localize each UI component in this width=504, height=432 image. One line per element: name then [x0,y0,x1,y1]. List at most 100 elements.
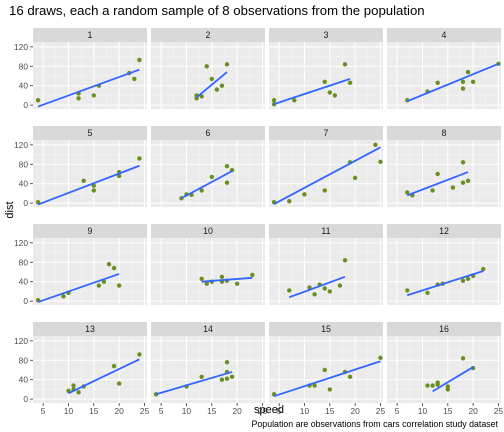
panel-background [151,336,265,403]
data-point [271,98,277,103]
facet-strip-label: 11 [321,226,330,236]
facet-panel: 13 0 40 80 120 5 10 15 20 25 [14,322,149,416]
data-point [81,178,86,183]
data-point [224,180,230,185]
x-tick-label: 20 [114,406,124,416]
panel-background [33,238,147,305]
data-point [342,258,348,263]
x-tick-label: 25 [494,406,504,416]
x-tick-label: 20 [468,406,478,416]
x-tick-label: 20 [232,406,242,416]
facet-strip-label: 16 [439,324,449,334]
data-point [219,83,225,88]
x-tick-label: 5 [395,406,400,416]
regression-line [288,275,346,299]
data-point [465,276,471,281]
panel-background [33,140,147,207]
data-point [224,164,230,169]
data-point [61,294,66,299]
regression-line [406,171,469,197]
facet-panel: 9 0 40 80 120 [14,224,147,306]
facet-strip [269,224,383,238]
facet-strip [33,224,147,238]
y-axis-title: dist [4,201,16,218]
x-tick-label: 25 [376,406,386,416]
panel-background [151,42,265,109]
facet-panel: 3 [269,28,383,109]
y-tick-label: 120 [14,336,28,346]
panel-background [387,238,501,305]
data-point [111,363,117,369]
data-point [204,64,209,69]
regression-line [68,358,140,395]
data-point [460,160,466,165]
panel-background [269,42,383,109]
data-point [96,283,102,288]
data-point [199,94,204,99]
facet-strip [269,28,383,42]
x-tick-label: 10 [182,406,192,416]
data-point [327,289,332,294]
facet-strip [387,126,501,140]
data-point [460,278,466,283]
panel-background [151,238,265,305]
y-tick-label: 80 [19,355,29,365]
data-point [430,383,435,388]
x-tick-label: 20 [350,406,360,416]
data-point [209,76,214,82]
data-point [322,188,327,193]
panel-background [387,42,501,109]
data-point [101,279,107,284]
regression-line [180,170,233,200]
facet-strip-label: 7 [324,128,329,138]
data-point [287,198,292,204]
data-point [322,286,327,291]
y-tick-label: 40 [19,179,29,189]
facet-panel: 5 0 40 80 120 [14,126,147,208]
x-tick-label: 10 [64,406,74,416]
data-point [450,185,456,190]
regression-line [406,63,499,103]
facet-panel: 7 [269,126,383,207]
data-point [287,288,292,293]
data-point [292,98,297,103]
data-point [327,90,332,95]
facet-strip-label: 12 [439,226,449,236]
data-point [460,79,466,85]
data-point [352,175,358,181]
panel-background [33,336,147,403]
facet-panel: 8 [387,126,501,207]
facet-strip [151,322,265,336]
y-tick-label: 120 [14,238,28,248]
data-point [405,190,410,195]
regression-line [37,68,140,108]
facet-panel: 1 0 40 80 120 [14,28,147,110]
y-tick-label: 120 [14,42,28,52]
data-point [302,192,307,197]
data-point [425,290,430,296]
data-point [137,57,142,63]
regression-line [273,78,351,105]
facet-strip [33,322,147,336]
facet-panel: 10 [151,224,265,305]
x-axis-title: speed [254,404,284,416]
panel-background [387,336,501,403]
y-tick-label: 40 [19,81,29,91]
regression-line [432,366,474,393]
data-point [430,188,435,193]
data-point [327,387,332,392]
data-point [76,390,81,395]
data-point [224,62,230,67]
regression-line [155,371,233,396]
x-tick-label: 10 [300,406,310,416]
data-point [465,69,471,75]
data-point [132,76,137,82]
facet-strip-label: 15 [321,324,331,334]
facet-strip-label: 4 [442,30,447,40]
facet-strip-label: 2 [206,30,211,40]
y-tick-label: 0 [23,394,28,404]
facet-panel: 11 [269,224,383,305]
data-point [460,356,466,361]
facet-strip-label: 9 [88,226,93,236]
y-tick-label: 80 [19,257,29,267]
